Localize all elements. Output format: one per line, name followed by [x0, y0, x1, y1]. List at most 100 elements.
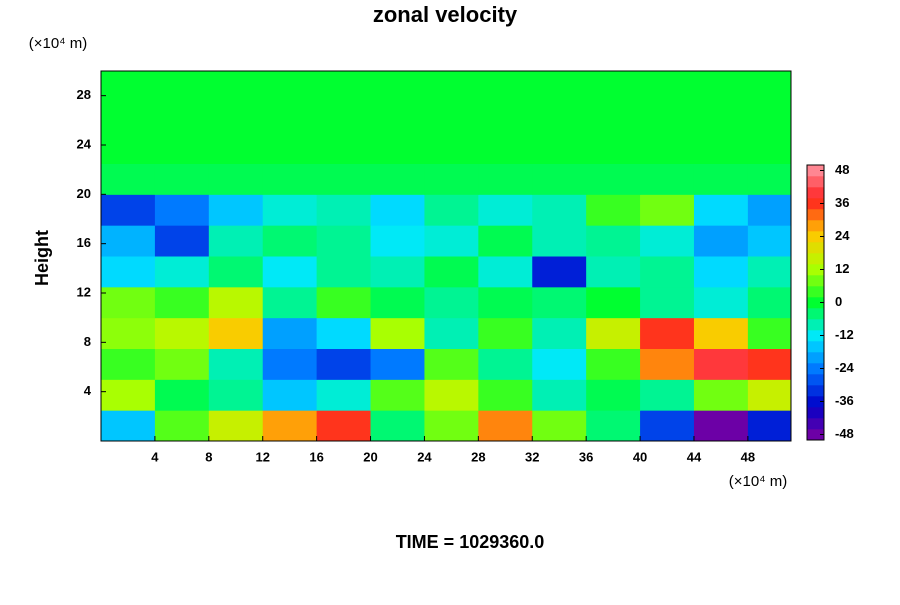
colorbar-band [807, 297, 824, 309]
heatmap-cell [208, 286, 264, 319]
heatmap-cell [208, 194, 264, 226]
colorbar-band [807, 275, 824, 287]
colorbar-tick-label: -48 [835, 426, 854, 441]
heatmap-cell [370, 410, 425, 441]
heatmap-cell [101, 163, 156, 195]
colorbar-band [807, 352, 824, 364]
heatmap-cell [640, 286, 695, 319]
heatmap-cell [693, 163, 749, 195]
heatmap-cell [532, 163, 587, 195]
heatmap-cell [262, 348, 318, 380]
colorbar-tick-label: 48 [835, 162, 849, 177]
heatmap-cell [424, 101, 479, 134]
heatmap-cell [478, 225, 533, 257]
heatmap-cell [532, 256, 587, 288]
colorbar-band [807, 319, 824, 331]
heatmap-cell [370, 256, 425, 288]
heatmap-cell [101, 286, 156, 319]
heatmap-cell [424, 163, 479, 195]
heatmap-cell [693, 379, 749, 411]
heatmap-cell [532, 317, 587, 349]
heatmap-cell [262, 194, 318, 226]
heatmap-cell [586, 225, 641, 257]
heatmap-cell [101, 410, 156, 441]
heatmap-cell [586, 286, 641, 319]
heatmap-cell [640, 194, 695, 226]
chart-title: zonal velocity [373, 2, 518, 27]
heatmap-cell [262, 410, 318, 441]
heatmap-cell [154, 225, 210, 257]
colorbar-band [807, 242, 824, 254]
x-tick-label: 44 [687, 449, 702, 464]
heatmap-cell [478, 163, 533, 195]
heatmap-cell [154, 71, 210, 103]
heatmap-cell [640, 379, 695, 411]
x-unit-label: (×10⁴ m) [729, 473, 788, 490]
colorbar-tick-label: 0 [835, 294, 842, 309]
colorbar-band [807, 198, 824, 210]
heatmap-cell [532, 225, 587, 257]
colorbar-band [807, 385, 824, 397]
heatmap-cell [586, 256, 641, 288]
heatmap-cell [101, 348, 156, 380]
heatmap-cell [424, 225, 479, 257]
heatmap-cell [316, 317, 372, 349]
heatmap-cell [640, 71, 695, 103]
heatmap-cell [370, 194, 425, 226]
colorbar-tick-label: 24 [835, 228, 850, 243]
heatmap-cell [747, 71, 791, 103]
heatmap-cell [316, 71, 372, 103]
heatmap-cell [154, 317, 210, 349]
heatmap-cell [154, 348, 210, 380]
heatmap-cell [424, 410, 479, 441]
heatmap-cell [316, 286, 372, 319]
plot-frame [100, 70, 792, 442]
heatmap-cell [532, 132, 587, 164]
heatmap-cell [208, 256, 264, 288]
heatmap-cell [640, 225, 695, 257]
heatmap-cell [101, 317, 156, 349]
heatmap-cell [154, 194, 210, 226]
heatmap-cell [262, 225, 318, 257]
x-tick-label: 4 [151, 449, 159, 464]
heatmap-cell [478, 410, 533, 441]
heatmap-cell [693, 348, 749, 380]
heatmap-cell [693, 225, 749, 257]
heatmap-cell [316, 101, 372, 134]
heatmap-cell [586, 410, 641, 441]
heatmap-cell [262, 286, 318, 319]
heatmap-cell [424, 348, 479, 380]
heatmap-cell [316, 348, 372, 380]
colorbar-band [807, 286, 824, 298]
heatmap-cell [154, 101, 210, 134]
colorbar-band [807, 363, 824, 375]
heatmap-cell [693, 71, 749, 103]
colorbar-tick-label: 36 [835, 195, 849, 210]
y-unit-label: (×10⁴ m) [29, 35, 88, 52]
heatmap-cell [154, 286, 210, 319]
heatmap-cell [208, 225, 264, 257]
heatmap-cell [101, 132, 156, 164]
heatmap-cell [370, 225, 425, 257]
colorbar-band [807, 165, 824, 177]
heatmap-cell [693, 256, 749, 288]
heatmap-cell [586, 194, 641, 226]
colorbar-tick-label: -36 [835, 393, 854, 408]
heatmap-cell [640, 163, 695, 195]
heatmap-cell [478, 317, 533, 349]
heatmap-cell [478, 132, 533, 164]
heatmap-cell [640, 317, 695, 349]
heatmap-cell [370, 163, 425, 195]
heatmap-cell [316, 194, 372, 226]
x-tick-label: 16 [309, 449, 323, 464]
colorbar-tick-label: -12 [835, 327, 854, 342]
colorbar-band [807, 341, 824, 353]
heatmap-cell [424, 379, 479, 411]
heatmap-cell [424, 317, 479, 349]
x-tick-label: 32 [525, 449, 539, 464]
heatmap-cell [747, 101, 791, 134]
x-tick-label: 36 [579, 449, 593, 464]
heatmap-cell [154, 256, 210, 288]
heatmap-cell [693, 410, 749, 441]
heatmap-cell [478, 256, 533, 288]
